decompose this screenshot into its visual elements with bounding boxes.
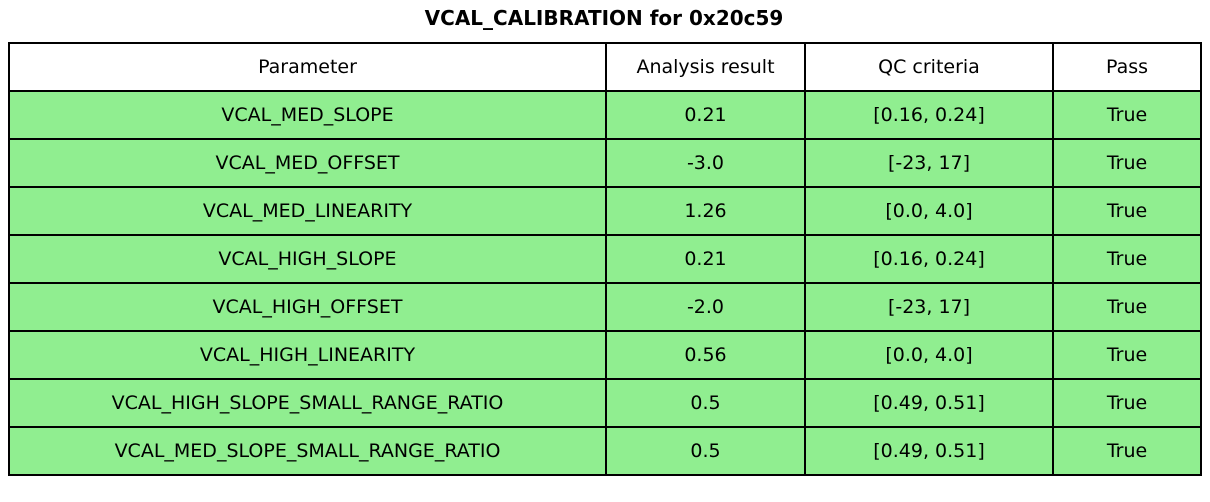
cell-analysis-result: 0.5 <box>605 426 806 476</box>
cell-pass: True <box>1052 426 1202 476</box>
cell-qc-criteria: [0.49, 0.51] <box>804 378 1054 428</box>
column-header-parameter: Parameter <box>8 42 607 92</box>
page-title: VCAL_CALIBRATION for 0x20c59 <box>424 6 784 30</box>
cell-qc-criteria: [0.16, 0.24] <box>804 234 1054 284</box>
cell-qc-criteria: [0.0, 4.0] <box>804 186 1054 236</box>
cell-parameter: VCAL_HIGH_SLOPE <box>8 234 607 284</box>
qc-table: Parameter Analysis result QC criteria Pa… <box>8 42 1202 476</box>
cell-pass: True <box>1052 90 1202 140</box>
cell-qc-criteria: [-23, 17] <box>804 138 1054 188</box>
table-row: VCAL_HIGH_OFFSET -2.0 [-23, 17] True <box>8 282 1202 332</box>
cell-analysis-result: 0.21 <box>605 234 806 284</box>
cell-pass: True <box>1052 282 1202 332</box>
table-row: VCAL_MED_SLOPE 0.21 [0.16, 0.24] True <box>8 90 1202 140</box>
cell-analysis-result: 1.26 <box>605 186 806 236</box>
table-row: VCAL_HIGH_SLOPE_SMALL_RANGE_RATIO 0.5 [0… <box>8 378 1202 428</box>
cell-analysis-result: -2.0 <box>605 282 806 332</box>
cell-qc-criteria: [0.0, 4.0] <box>804 330 1054 380</box>
table-row: VCAL_MED_LINEARITY 1.26 [0.0, 4.0] True <box>8 186 1202 236</box>
column-header-analysis-result: Analysis result <box>605 42 806 92</box>
header-row: Parameter Analysis result QC criteria Pa… <box>8 42 1202 92</box>
cell-analysis-result: 0.56 <box>605 330 806 380</box>
cell-parameter: VCAL_MED_SLOPE_SMALL_RANGE_RATIO <box>8 426 607 476</box>
cell-pass: True <box>1052 378 1202 428</box>
cell-pass: True <box>1052 138 1202 188</box>
cell-analysis-result: 0.21 <box>605 90 806 140</box>
cell-pass: True <box>1052 234 1202 284</box>
table-row: VCAL_MED_OFFSET -3.0 [-23, 17] True <box>8 138 1202 188</box>
cell-parameter: VCAL_MED_OFFSET <box>8 138 607 188</box>
column-header-qc-criteria: QC criteria <box>804 42 1054 92</box>
cell-parameter: VCAL_HIGH_OFFSET <box>8 282 607 332</box>
table-row: VCAL_HIGH_SLOPE 0.21 [0.16, 0.24] True <box>8 234 1202 284</box>
cell-analysis-result: -3.0 <box>605 138 806 188</box>
cell-parameter: VCAL_MED_SLOPE <box>8 90 607 140</box>
cell-qc-criteria: [0.49, 0.51] <box>804 426 1054 476</box>
cell-pass: True <box>1052 186 1202 236</box>
cell-parameter: VCAL_HIGH_SLOPE_SMALL_RANGE_RATIO <box>8 378 607 428</box>
cell-pass: True <box>1052 330 1202 380</box>
cell-parameter: VCAL_HIGH_LINEARITY <box>8 330 607 380</box>
cell-qc-criteria: [0.16, 0.24] <box>804 90 1054 140</box>
cell-analysis-result: 0.5 <box>605 378 806 428</box>
cell-parameter: VCAL_MED_LINEARITY <box>8 186 607 236</box>
table-row: VCAL_HIGH_LINEARITY 0.56 [0.0, 4.0] True <box>8 330 1202 380</box>
table-row: VCAL_MED_SLOPE_SMALL_RANGE_RATIO 0.5 [0.… <box>8 426 1202 476</box>
cell-qc-criteria: [-23, 17] <box>804 282 1054 332</box>
column-header-pass: Pass <box>1052 42 1202 92</box>
